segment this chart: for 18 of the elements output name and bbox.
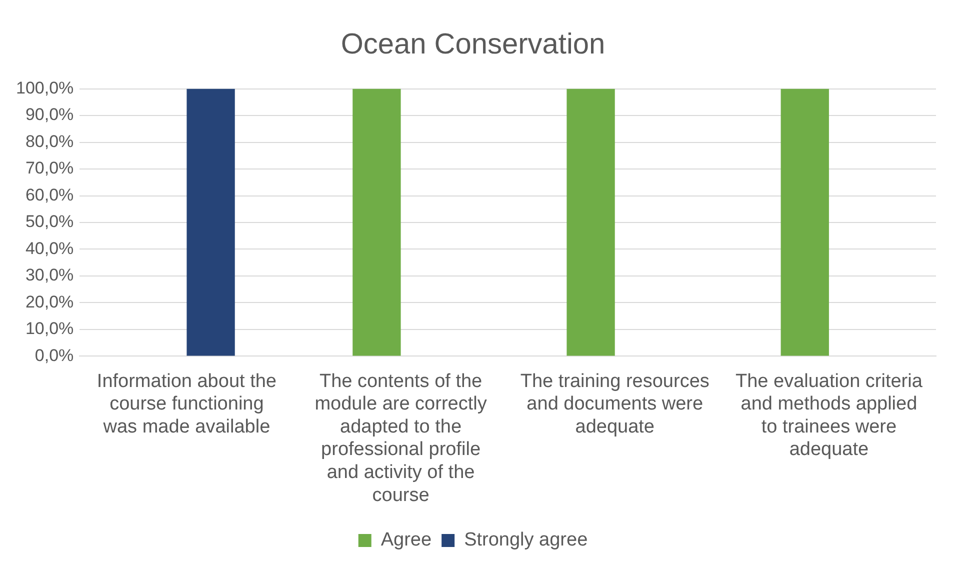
y-tick-label: 30,0% <box>25 266 74 285</box>
x-tick-label: The evaluation criteria and methods applied to trainees were adequate <box>735 370 923 460</box>
y-tick-label: 60,0% <box>25 185 74 204</box>
y-tick-label: 90,0% <box>25 105 74 124</box>
x-tick-label: The contents of the module are correctly adapted to the professional profile and activity of the course <box>314 370 488 506</box>
y-tick-label: 0,0% <box>34 346 74 365</box>
y-tick-label: 40,0% <box>25 238 74 258</box>
y-tick-label: 100,0% <box>16 78 74 98</box>
x-tick-label: Information about the course functioning was made available <box>96 370 276 438</box>
chart-title: Ocean Conservation <box>340 28 606 60</box>
y-tick-label: 80,0% <box>25 132 74 151</box>
legend-label: Strongly agree <box>464 530 588 551</box>
y-tick-label: 50,0% <box>25 212 74 232</box>
y-tick-label: 20,0% <box>25 292 74 312</box>
y-tick-label: 70,0% <box>25 158 74 178</box>
x-tick-label: The training resources and documents were adequate <box>520 370 710 438</box>
legend-label: Agree <box>380 530 432 551</box>
y-tick-label: 10,0% <box>25 319 74 338</box>
